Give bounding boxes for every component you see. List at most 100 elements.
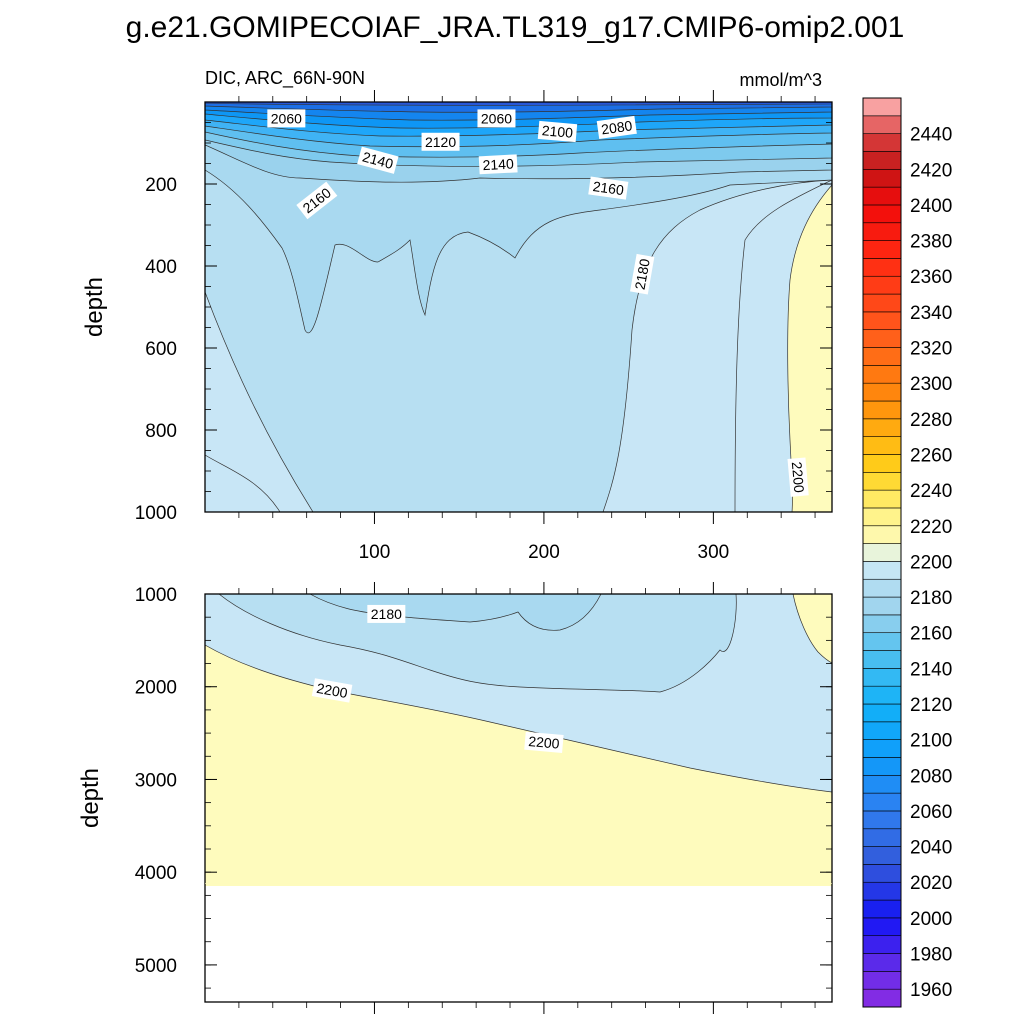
contour-label-box: [588, 176, 629, 200]
upper-x-ticks: [238, 90, 816, 524]
fill-2050-2070: [205, 102, 832, 106]
y-tick-label: 200: [145, 175, 177, 196]
y-tick-label: 800: [145, 421, 177, 442]
colorbar-swatch: [862, 168, 902, 188]
lower-plot-frame: [204, 593, 833, 1003]
colorbar-swatch: [862, 400, 902, 420]
colorbar-swatch: [862, 347, 902, 366]
colorbar-swatch: [862, 810, 902, 830]
colorbar-swatch: [862, 97, 902, 117]
y-tick-label: 1000: [135, 503, 177, 524]
colorbar-swatch: [862, 240, 902, 259]
colorbar-swatch: [862, 899, 902, 919]
colorbar-swatch: [862, 632, 902, 651]
colorbar-swatch: [862, 792, 902, 812]
colorbar-label: 2440: [910, 125, 952, 146]
colorbar-swatch: [862, 258, 902, 277]
lower-x-ticks: [238, 582, 816, 1014]
colorbar-swatch: [862, 471, 902, 491]
colorbar-swatch: [862, 668, 902, 687]
colorbar-swatch: [862, 881, 902, 901]
contour-label-box: [477, 109, 516, 128]
contour-2180-east: [734, 179, 832, 512]
colorbar-label: 2160: [910, 624, 952, 645]
colorbar-label: 1960: [910, 980, 952, 1001]
contour-label-box: [630, 253, 655, 295]
contour-label-box: [311, 678, 353, 703]
colorbar-swatch: [862, 365, 902, 384]
contour-label-box: [787, 457, 809, 497]
colorbar-swatch: [862, 115, 902, 134]
contour-label-text: 2060: [271, 110, 302, 126]
contour-label: 2060: [477, 109, 516, 128]
colorbar-label: 1980: [910, 945, 952, 966]
contour-label-box: [537, 120, 578, 143]
contour-label: 2180: [630, 253, 655, 295]
y-tick-label: 4000: [135, 863, 177, 884]
colorbar-swatch: [862, 311, 902, 331]
contour-label: 2140: [357, 146, 399, 174]
contour-label: 2060: [267, 109, 306, 128]
contour-label-text: 2180: [632, 257, 653, 291]
colorbar-label: 2340: [910, 303, 952, 324]
upper-depth-panel: 200 400 600 800 1000 2060 2060 2100 2080 2120 214…: [81, 90, 833, 524]
y-tick-label: 2000: [135, 678, 177, 699]
colorbar-label: 2120: [910, 695, 952, 716]
lower-y-ticks: 1000 2000 3000 4000 5000: [135, 585, 832, 989]
colorbar-swatch: [862, 650, 902, 669]
colorbar: 2440 2420 2400 2380 2360 2340 2320 2300 2280 2260…: [862, 97, 952, 1008]
colorbar-swatch: [862, 935, 902, 954]
colorbar-swatch: [862, 721, 902, 740]
colorbar-label: 2200: [910, 552, 952, 573]
upper-contour-fill: [205, 102, 832, 512]
contour-label: 2180: [367, 604, 406, 623]
contour-label: 2160: [588, 176, 629, 200]
colorbar-label: 2360: [910, 267, 952, 288]
colorbar-swatch: [862, 418, 902, 437]
colorbar-label: 2000: [910, 909, 952, 930]
colorbar-label: 2280: [910, 410, 952, 431]
colorbar-swatch: [862, 971, 902, 990]
x-tick-label: 200: [528, 542, 560, 563]
colorbar-frame: [862, 97, 902, 1008]
chart-title: g.e21.GOMIPECOIAF_JRA.TL319_g17.CMIP6-om…: [126, 11, 905, 44]
fill-2170-2180: [218, 594, 737, 693]
colorbar-swatch: [862, 133, 902, 152]
colorbar-label: 2400: [910, 196, 952, 217]
y-tick-label: 1000: [135, 585, 177, 606]
colorbar-label: 2080: [910, 766, 952, 787]
colorbar-swatch: [862, 222, 902, 241]
colorbar-swatch: [862, 436, 902, 455]
colorbar-swatch: [862, 525, 902, 544]
colorbar-label: 2180: [910, 588, 952, 609]
contour-label: 2140: [478, 154, 518, 175]
colorbar-swatch: [862, 988, 902, 1008]
colorbar-swatch: [862, 703, 902, 723]
colorbar-swatch: [862, 917, 902, 937]
colorbar-label: 2420: [910, 160, 952, 181]
colorbar-swatch: [862, 614, 902, 634]
colorbar-label: 2100: [910, 731, 952, 752]
colorbar-swatch: [862, 204, 902, 224]
colorbar-swatch: [862, 454, 902, 473]
contour-label-text: 2100: [541, 122, 574, 141]
colorbar-swatch: [862, 186, 902, 206]
lower-contour-fill: [205, 594, 832, 1002]
colorbar-swatch: [862, 739, 902, 758]
colorbar-swatch: [862, 507, 902, 527]
variable-label: DIC, ARC_66N-90N: [205, 68, 365, 89]
colorbar-swatch: [862, 864, 902, 883]
colorbar-label: 2240: [910, 481, 952, 502]
lower-ylabel: depth: [77, 768, 104, 828]
colorbar-swatch: [862, 329, 902, 348]
contour-label: 2080: [596, 115, 637, 139]
upper-ylabel: depth: [81, 277, 108, 337]
colorbar-label: 2300: [910, 374, 952, 395]
colorbar-swatch: [862, 774, 902, 794]
colorbar-swatch: [862, 489, 902, 509]
fill-2200-east: [792, 594, 832, 664]
colorbar-swatch: [862, 846, 902, 865]
colorbar-swatch: [862, 382, 902, 402]
contour-label-box: [367, 604, 406, 623]
lower-contour-labels: 2180 2200 2200: [205, 604, 832, 884]
